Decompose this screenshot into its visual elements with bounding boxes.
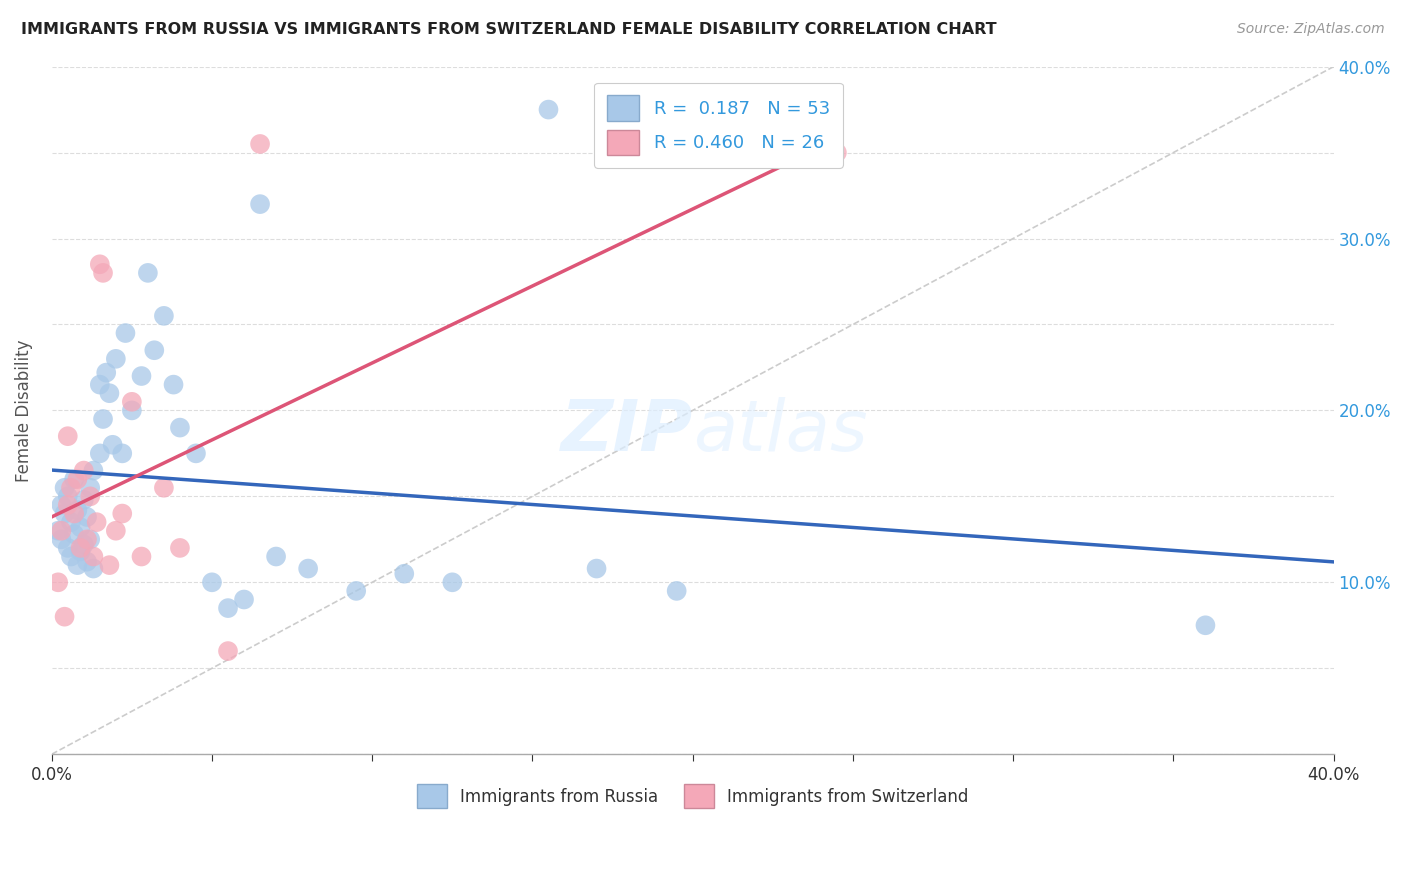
Point	[104, 351, 127, 366]
Point	[59, 515, 82, 529]
Point	[73, 464, 96, 478]
Point	[59, 549, 82, 564]
Point	[98, 558, 121, 573]
Point	[394, 566, 416, 581]
Point	[217, 644, 239, 658]
Point	[51, 533, 73, 547]
Point	[585, 561, 607, 575]
Point	[63, 527, 86, 541]
Point	[89, 257, 111, 271]
Point	[89, 377, 111, 392]
Point	[1194, 618, 1216, 632]
Point	[111, 507, 134, 521]
Point	[79, 489, 101, 503]
Point	[441, 575, 464, 590]
Point	[169, 541, 191, 555]
Point	[51, 498, 73, 512]
Point	[201, 575, 224, 590]
Point	[131, 549, 153, 564]
Point	[98, 386, 121, 401]
Point	[825, 145, 848, 160]
Point	[131, 369, 153, 384]
Point	[59, 481, 82, 495]
Point	[69, 520, 91, 534]
Point	[56, 429, 79, 443]
Point	[66, 558, 89, 573]
Point	[104, 524, 127, 538]
Point	[79, 481, 101, 495]
Text: atlas: atlas	[693, 397, 868, 466]
Legend: Immigrants from Russia, Immigrants from Switzerland: Immigrants from Russia, Immigrants from …	[411, 778, 974, 814]
Point	[76, 533, 98, 547]
Point	[217, 601, 239, 615]
Point	[111, 446, 134, 460]
Point	[114, 326, 136, 340]
Point	[91, 412, 114, 426]
Point	[79, 533, 101, 547]
Point	[297, 561, 319, 575]
Point	[153, 309, 176, 323]
Point	[63, 472, 86, 486]
Point	[76, 555, 98, 569]
Point	[46, 524, 69, 538]
Point	[121, 403, 143, 417]
Point	[153, 481, 176, 495]
Point	[76, 510, 98, 524]
Point	[184, 446, 207, 460]
Point	[89, 446, 111, 460]
Point	[96, 366, 118, 380]
Point	[249, 136, 271, 151]
Point	[91, 266, 114, 280]
Point	[665, 583, 688, 598]
Point	[56, 541, 79, 555]
Text: ZIP: ZIP	[561, 397, 693, 466]
Point	[264, 549, 287, 564]
Text: Source: ZipAtlas.com: Source: ZipAtlas.com	[1237, 22, 1385, 37]
Point	[86, 515, 108, 529]
Point	[82, 464, 104, 478]
Point	[66, 503, 89, 517]
Point	[233, 592, 256, 607]
Point	[82, 549, 104, 564]
Point	[51, 524, 73, 538]
Point	[143, 343, 166, 358]
Point	[53, 507, 76, 521]
Point	[344, 583, 367, 598]
Point	[73, 492, 96, 507]
Point	[63, 507, 86, 521]
Text: IMMIGRANTS FROM RUSSIA VS IMMIGRANTS FROM SWITZERLAND FEMALE DISABILITY CORRELAT: IMMIGRANTS FROM RUSSIA VS IMMIGRANTS FRO…	[21, 22, 997, 37]
Point	[56, 489, 79, 503]
Point	[46, 575, 69, 590]
Point	[66, 472, 89, 486]
Point	[53, 481, 76, 495]
Point	[69, 541, 91, 555]
Point	[121, 394, 143, 409]
Point	[136, 266, 159, 280]
Point	[69, 544, 91, 558]
Point	[537, 103, 560, 117]
Point	[249, 197, 271, 211]
Point	[169, 420, 191, 434]
Point	[56, 498, 79, 512]
Point	[73, 537, 96, 551]
Point	[101, 438, 124, 452]
Y-axis label: Female Disability: Female Disability	[15, 339, 32, 482]
Point	[162, 377, 184, 392]
Point	[82, 561, 104, 575]
Point	[53, 609, 76, 624]
